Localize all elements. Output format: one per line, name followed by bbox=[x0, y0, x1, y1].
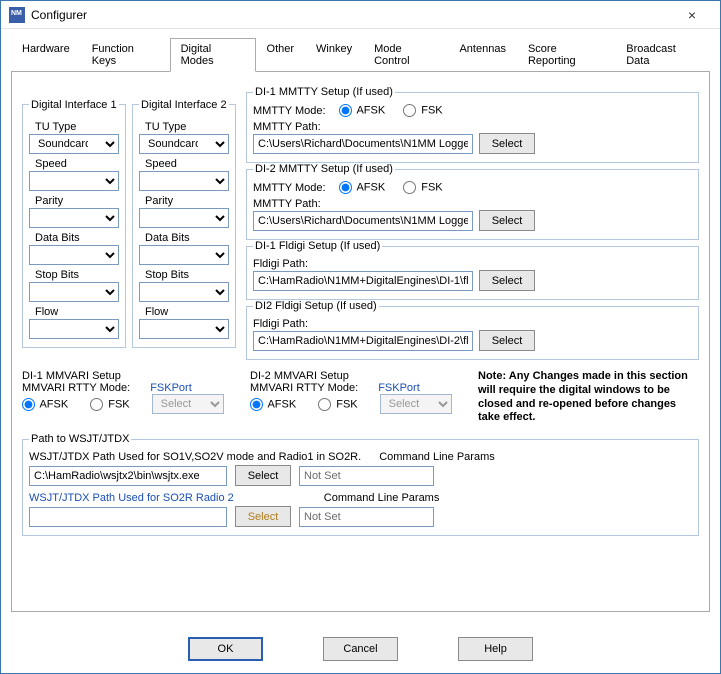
mmvari1-afsk-radio[interactable]: AFSK bbox=[22, 398, 68, 411]
di1-tu-label: TU Type bbox=[35, 121, 119, 133]
di2-parity-label: Parity bbox=[145, 195, 229, 207]
di2-tu-select[interactable]: Soundcard bbox=[139, 134, 229, 154]
mmtty1-path-label: MMTTY Path: bbox=[253, 121, 692, 133]
di2-tu-label: TU Type bbox=[145, 121, 229, 133]
mmvari2-afsk-radio[interactable]: AFSK bbox=[250, 398, 296, 411]
mmtty2-group: DI-2 MMTTY Setup (If used) MMTTY Mode: A… bbox=[246, 163, 699, 240]
di1-stopbits-label: Stop Bits bbox=[35, 269, 119, 281]
tab-mode-control[interactable]: Mode Control bbox=[363, 38, 448, 72]
wsjt-path1-label: WSJT/JTDX Path Used for SO1V,SO2V mode a… bbox=[29, 451, 361, 463]
fldigi1-legend: DI-1 Fldigi Setup (If used) bbox=[253, 240, 382, 252]
mmvari1-fsk-radio[interactable]: FSK bbox=[90, 398, 129, 411]
tab-strip: HardwareFunction KeysDigital ModesOtherW… bbox=[11, 37, 710, 72]
di2-flow-label: Flow bbox=[145, 306, 229, 318]
di1-flow-select[interactable] bbox=[29, 319, 119, 339]
di2-stopbits-select[interactable] bbox=[139, 282, 229, 302]
wsjt-select1-button[interactable]: Select bbox=[235, 465, 291, 486]
fldigi1-select-button[interactable]: Select bbox=[479, 270, 535, 291]
fldigi2-path-label: Fldigi Path: bbox=[253, 318, 692, 330]
di1-tu-select[interactable]: Soundcard bbox=[29, 134, 119, 154]
di2-stopbits-label: Stop Bits bbox=[145, 269, 229, 281]
mmtty1-select-button[interactable]: Select bbox=[479, 133, 535, 154]
configurer-window: Configurer × HardwareFunction KeysDigita… bbox=[0, 0, 721, 674]
mmtty1-group: DI-1 MMTTY Setup (If used) MMTTY Mode: A… bbox=[246, 86, 699, 163]
tab-other[interactable]: Other bbox=[256, 38, 306, 72]
wsjt-path1-input[interactable] bbox=[29, 466, 227, 486]
di2-parity-select[interactable] bbox=[139, 208, 229, 228]
wsjt-params2-label: Command Line Params bbox=[324, 492, 440, 504]
app-icon bbox=[9, 7, 25, 23]
footer-buttons: OK Cancel Help bbox=[1, 637, 720, 661]
di1-speed-label: Speed bbox=[35, 158, 119, 170]
wsjt-legend: Path to WSJT/JTDX bbox=[29, 433, 131, 445]
fldigi1-group: DI-1 Fldigi Setup (If used) Fldigi Path:… bbox=[246, 240, 699, 300]
changes-note: Note: Any Changes made in this section w… bbox=[478, 370, 688, 425]
di1-databits-select[interactable] bbox=[29, 245, 119, 265]
mmtty1-legend: DI-1 MMTTY Setup (If used) bbox=[253, 86, 395, 98]
di1-group: Digital Interface 1 TU Type Soundcard Sp… bbox=[22, 99, 126, 348]
mmtty2-path-label: MMTTY Path: bbox=[253, 198, 692, 210]
di1-flow-label: Flow bbox=[35, 306, 119, 318]
fldigi2-legend: DI2 Fldigi Setup (If used) bbox=[253, 300, 379, 312]
di1-speed-select[interactable] bbox=[29, 171, 119, 191]
mmtty1-afsk-radio[interactable]: AFSK bbox=[339, 104, 385, 117]
tab-hardware[interactable]: Hardware bbox=[11, 38, 81, 72]
di2-databits-label: Data Bits bbox=[145, 232, 229, 244]
mmvari2-fsk-radio[interactable]: FSK bbox=[318, 398, 357, 411]
di2-group: Digital Interface 2 TU Type Soundcard Sp… bbox=[132, 99, 236, 348]
di2-legend: Digital Interface 2 bbox=[139, 99, 229, 111]
tab-digital-modes[interactable]: Digital Modes bbox=[170, 38, 256, 72]
di1-parity-label: Parity bbox=[35, 195, 119, 207]
titlebar: Configurer × bbox=[1, 1, 720, 29]
di2-speed-select[interactable] bbox=[139, 171, 229, 191]
mmvari2-fskport-label: FSKPort bbox=[378, 382, 420, 394]
fldigi2-path-input[interactable] bbox=[253, 331, 473, 351]
mmvari2-mode-label: MMVARI RTTY Mode: bbox=[250, 382, 358, 394]
mmtty1-mode-label: MMTTY Mode: bbox=[253, 105, 333, 117]
wsjt-path2-label: WSJT/JTDX Path Used for SO2R Radio 2 bbox=[29, 492, 234, 504]
mmvari1-port-select[interactable]: Select bbox=[152, 394, 224, 414]
fldigi2-select-button[interactable]: Select bbox=[479, 330, 535, 351]
wsjt-params1-label: Command Line Params bbox=[379, 451, 495, 463]
wsjt-select2-button[interactable]: Select bbox=[235, 506, 291, 527]
mmvari1-fskport-label: FSKPort bbox=[150, 382, 192, 394]
tab-broadcast-data[interactable]: Broadcast Data bbox=[615, 38, 710, 72]
di1-databits-label: Data Bits bbox=[35, 232, 119, 244]
mmvari2-title: DI-2 MMVARI Setup bbox=[250, 370, 460, 382]
mmtty1-path-input[interactable] bbox=[253, 134, 473, 154]
di1-parity-select[interactable] bbox=[29, 208, 119, 228]
digital-modes-panel: Digital Interface 1 TU Type Soundcard Sp… bbox=[11, 72, 710, 612]
mmtty2-path-input[interactable] bbox=[253, 211, 473, 231]
mmtty2-afsk-radio[interactable]: AFSK bbox=[339, 181, 385, 194]
fldigi1-path-label: Fldigi Path: bbox=[253, 258, 692, 270]
mmtty2-mode-label: MMTTY Mode: bbox=[253, 182, 333, 194]
mmtty1-fsk-radio[interactable]: FSK bbox=[403, 104, 442, 117]
fldigi1-path-input[interactable] bbox=[253, 271, 473, 291]
wsjt-params1-input[interactable] bbox=[299, 466, 434, 486]
di1-legend: Digital Interface 1 bbox=[29, 99, 119, 111]
help-button[interactable]: Help bbox=[458, 637, 533, 661]
close-icon[interactable]: × bbox=[672, 7, 712, 23]
di2-databits-select[interactable] bbox=[139, 245, 229, 265]
mmtty2-select-button[interactable]: Select bbox=[479, 210, 535, 231]
di2-flow-select[interactable] bbox=[139, 319, 229, 339]
mmtty2-legend: DI-2 MMTTY Setup (If used) bbox=[253, 163, 395, 175]
tab-score-reporting[interactable]: Score Reporting bbox=[517, 38, 615, 72]
mmtty2-fsk-radio[interactable]: FSK bbox=[403, 181, 442, 194]
mmvari1-title: DI-1 MMVARI Setup bbox=[22, 370, 232, 382]
fldigi2-group: DI2 Fldigi Setup (If used) Fldigi Path: … bbox=[246, 300, 699, 360]
di1-stopbits-select[interactable] bbox=[29, 282, 119, 302]
ok-button[interactable]: OK bbox=[188, 637, 263, 661]
wsjt-path2-input[interactable] bbox=[29, 507, 227, 527]
wsjt-params2-input[interactable] bbox=[299, 507, 434, 527]
window-title: Configurer bbox=[31, 8, 672, 22]
tab-function-keys[interactable]: Function Keys bbox=[81, 38, 170, 72]
tab-antennas[interactable]: Antennas bbox=[448, 38, 516, 72]
mmvari2-port-select[interactable]: Select bbox=[380, 394, 452, 414]
di2-speed-label: Speed bbox=[145, 158, 229, 170]
mmvari1-mode-label: MMVARI RTTY Mode: bbox=[22, 382, 130, 394]
cancel-button[interactable]: Cancel bbox=[323, 637, 398, 661]
wsjt-group: Path to WSJT/JTDX WSJT/JTDX Path Used fo… bbox=[22, 433, 699, 536]
tab-winkey[interactable]: Winkey bbox=[305, 38, 363, 72]
